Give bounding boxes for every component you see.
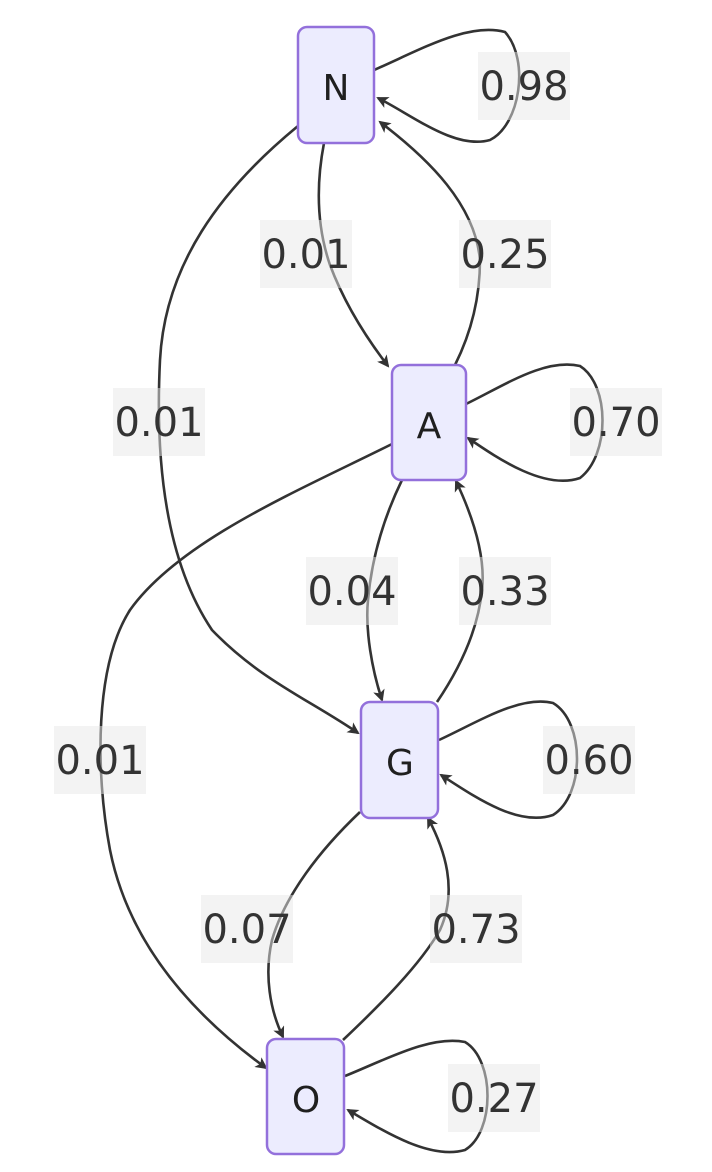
edge-A-O — [99, 442, 393, 1070]
edge-label-text: 0.04 — [307, 569, 396, 615]
edge-label-A-O: 0.01 — [54, 726, 146, 794]
node-O[interactable]: O — [265, 1037, 346, 1156]
node-label: G — [386, 743, 414, 784]
edge-label-text: 0.27 — [449, 1076, 538, 1122]
node-N[interactable]: N — [296, 25, 376, 145]
edge-label-N-N: 0.98 — [478, 52, 570, 120]
edge-label-text: 0.60 — [544, 738, 633, 784]
edge-label-text: 0.98 — [479, 64, 568, 110]
edge-label-A-N: 0.25 — [459, 220, 551, 288]
edge-label-text: 0.70 — [571, 400, 660, 446]
edge-label-text: 0.01 — [55, 738, 144, 784]
edge-label-O-O: 0.27 — [448, 1064, 540, 1132]
edge-label-A-G: 0.04 — [306, 557, 398, 625]
edge-label-text: 0.01 — [114, 400, 203, 446]
edge-label-text: 0.07 — [202, 907, 291, 953]
edge-label-text: 0.73 — [431, 907, 520, 953]
edge-label-G-A: 0.33 — [459, 557, 551, 625]
edge-label-A-A: 0.70 — [570, 388, 662, 456]
node-label: O — [292, 1080, 320, 1121]
edge-N-G — [157, 124, 360, 735]
edge-label-text: 0.33 — [460, 569, 549, 615]
edge-label-N-G: 0.01 — [113, 388, 205, 456]
node-label: A — [417, 406, 442, 447]
edge-label-O-G: 0.73 — [430, 895, 522, 963]
node-label: N — [323, 68, 350, 109]
edge-label-text: 0.25 — [460, 232, 549, 278]
edge-label-G-G: 0.60 — [543, 726, 635, 794]
node-A[interactable]: A — [390, 363, 468, 482]
node-G[interactable]: G — [359, 700, 440, 820]
edge-label-G-O: 0.07 — [201, 895, 293, 963]
edge-label-N-A: 0.01 — [260, 220, 352, 288]
edge-label-text: 0.01 — [261, 232, 350, 278]
